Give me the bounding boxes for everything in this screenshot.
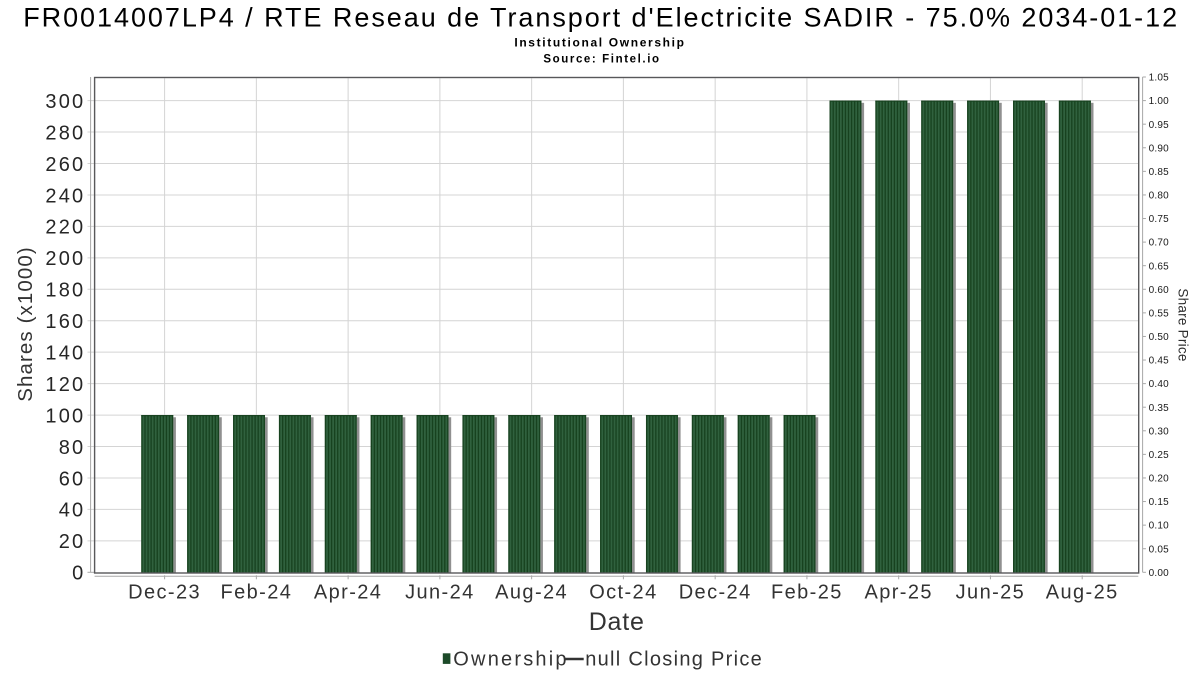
svg-text:0.65: 0.65 bbox=[1149, 261, 1170, 272]
svg-text:0.95: 0.95 bbox=[1149, 120, 1170, 131]
svg-text:Source: Fintel.io: Source: Fintel.io bbox=[543, 54, 660, 66]
svg-text:280: 280 bbox=[45, 122, 85, 144]
svg-text:0.70: 0.70 bbox=[1149, 238, 1170, 249]
svg-text:Date: Date bbox=[589, 608, 645, 636]
svg-text:Ownership: Ownership bbox=[453, 648, 568, 670]
svg-text:0.05: 0.05 bbox=[1149, 544, 1170, 555]
svg-text:0.00: 0.00 bbox=[1149, 568, 1170, 579]
svg-text:220: 220 bbox=[45, 217, 85, 239]
svg-text:Feb-25: Feb-25 bbox=[771, 581, 843, 603]
svg-text:Dec-24: Dec-24 bbox=[679, 581, 752, 603]
svg-text:Institutional Ownership: Institutional Ownership bbox=[514, 35, 685, 49]
svg-text:240: 240 bbox=[45, 185, 85, 207]
svg-text:Apr-24: Apr-24 bbox=[314, 581, 382, 603]
svg-text:0.10: 0.10 bbox=[1149, 521, 1170, 532]
svg-text:0.85: 0.85 bbox=[1149, 167, 1170, 178]
svg-text:null Closing Price: null Closing Price bbox=[585, 648, 763, 670]
svg-text:0.55: 0.55 bbox=[1149, 308, 1170, 319]
svg-text:Shares (x1000): Shares (x1000) bbox=[14, 246, 37, 402]
svg-text:20: 20 bbox=[59, 531, 86, 553]
svg-text:0.40: 0.40 bbox=[1149, 379, 1170, 390]
svg-text:FR0014007LP4 / RTE Reseau de T: FR0014007LP4 / RTE Reseau de Transport d… bbox=[23, 3, 1179, 33]
svg-text:100: 100 bbox=[45, 405, 85, 427]
svg-text:120: 120 bbox=[45, 374, 85, 396]
svg-text:0: 0 bbox=[72, 563, 85, 585]
svg-text:Apr-25: Apr-25 bbox=[864, 581, 932, 603]
svg-text:0.90: 0.90 bbox=[1149, 143, 1170, 154]
svg-text:1.05: 1.05 bbox=[1149, 73, 1170, 84]
svg-text:Feb-24: Feb-24 bbox=[220, 581, 292, 603]
svg-text:80: 80 bbox=[59, 437, 86, 459]
svg-text:0.60: 0.60 bbox=[1149, 285, 1170, 296]
svg-text:1.00: 1.00 bbox=[1149, 96, 1170, 107]
svg-text:Aug-25: Aug-25 bbox=[1046, 581, 1119, 603]
svg-text:300: 300 bbox=[45, 91, 85, 113]
svg-text:0.25: 0.25 bbox=[1149, 450, 1170, 461]
svg-text:40: 40 bbox=[59, 500, 86, 522]
svg-text:0.35: 0.35 bbox=[1149, 403, 1170, 414]
svg-text:0.80: 0.80 bbox=[1149, 191, 1170, 202]
svg-text:Share Price: Share Price bbox=[1175, 288, 1190, 361]
svg-text:260: 260 bbox=[45, 154, 85, 176]
svg-text:0.20: 0.20 bbox=[1149, 474, 1170, 485]
svg-text:Jun-24: Jun-24 bbox=[405, 581, 475, 603]
svg-text:160: 160 bbox=[45, 311, 85, 333]
svg-text:0.75: 0.75 bbox=[1149, 214, 1170, 225]
svg-text:Dec-23: Dec-23 bbox=[128, 581, 201, 603]
svg-text:Aug-24: Aug-24 bbox=[495, 581, 568, 603]
svg-text:0.45: 0.45 bbox=[1149, 356, 1170, 367]
svg-text:Oct-24: Oct-24 bbox=[589, 581, 657, 603]
svg-text:140: 140 bbox=[45, 342, 85, 364]
svg-text:180: 180 bbox=[45, 280, 85, 302]
svg-text:0.50: 0.50 bbox=[1149, 332, 1170, 343]
svg-text:0.30: 0.30 bbox=[1149, 426, 1170, 437]
svg-text:Jun-25: Jun-25 bbox=[956, 581, 1026, 603]
svg-text:200: 200 bbox=[45, 248, 85, 270]
svg-text:0.15: 0.15 bbox=[1149, 497, 1170, 508]
svg-text:60: 60 bbox=[59, 468, 86, 490]
